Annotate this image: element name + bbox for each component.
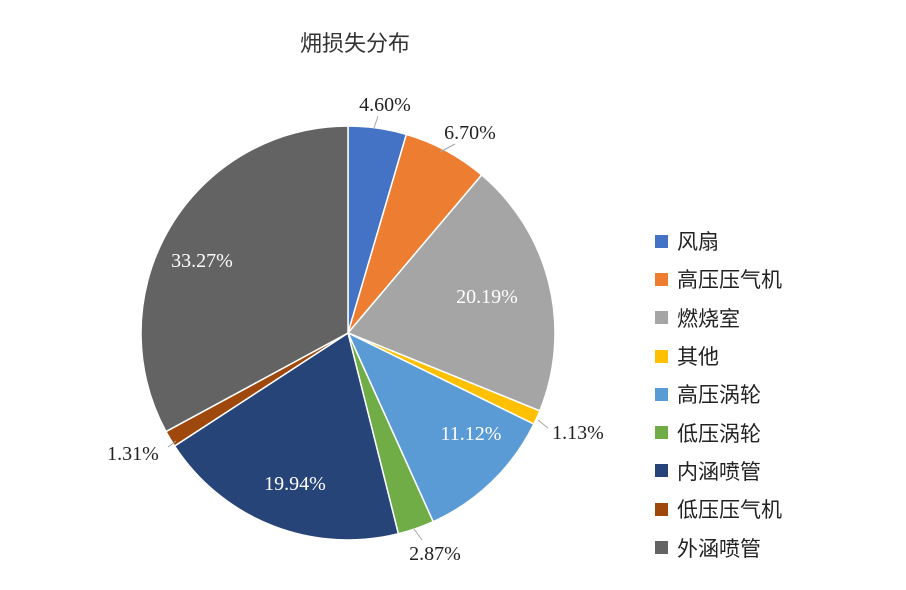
legend-swatch [655, 311, 668, 325]
legend-item: 燃烧室 [655, 299, 782, 337]
legend-item: 内涵喷管 [655, 452, 782, 490]
legend-item: 高压涡轮 [655, 375, 782, 413]
legend-swatch [655, 541, 668, 555]
legend: 风扇高压压气机燃烧室其他高压涡轮低压涡轮内涵喷管低压压气机外涵喷管 [655, 222, 782, 567]
data-label-7: 1.31% [107, 443, 159, 465]
leader-line-0 [373, 115, 379, 129]
legend-swatch [655, 387, 668, 401]
data-label-8: 33.27% [171, 250, 233, 272]
data-label-6: 19.94% [264, 473, 326, 495]
pie-slice-6 [173, 331, 400, 541]
pie-slice-2 [346, 173, 556, 412]
legend-swatch [655, 502, 668, 516]
legend-label: 燃烧室 [677, 306, 740, 331]
legend-item: 高压压气机 [655, 260, 782, 298]
legend-label: 内涵喷管 [677, 459, 761, 484]
legend-label: 其他 [677, 345, 719, 370]
data-label-0: 4.60% [359, 94, 411, 116]
legend-label: 低压涡轮 [677, 421, 761, 446]
legend-item: 其他 [655, 337, 782, 375]
data-label-4: 11.12% [441, 423, 502, 445]
leader-line-5 [413, 528, 423, 541]
legend-swatch [655, 349, 668, 363]
legend-swatch [655, 272, 668, 286]
leader-line-7 [167, 440, 177, 448]
legend-swatch [655, 234, 668, 248]
legend-item: 低压涡轮 [655, 413, 782, 451]
legend-swatch [655, 464, 668, 478]
legend-label: 风扇 [677, 230, 719, 255]
legend-label: 高压涡轮 [677, 383, 761, 408]
legend-swatch [655, 426, 668, 440]
legend-label: 高压压气机 [677, 268, 782, 293]
leader-line-1 [439, 143, 456, 153]
chart-title: 㶲损失分布 [299, 32, 410, 57]
legend-item: 风扇 [655, 222, 782, 260]
data-label-3: 1.13% [552, 422, 604, 444]
leader-line-3 [537, 419, 549, 429]
data-label-1: 6.70% [444, 122, 496, 144]
legend-label: 外涵喷管 [677, 536, 761, 561]
legend-item: 外涵喷管 [655, 528, 782, 566]
pie-slice-8 [140, 125, 349, 433]
legend-label: 低压压气机 [677, 498, 782, 523]
data-label-5: 2.87% [409, 543, 461, 565]
pie-slice-4 [346, 331, 535, 523]
data-label-2: 20.19% [456, 286, 518, 308]
legend-item: 低压压气机 [655, 490, 782, 528]
